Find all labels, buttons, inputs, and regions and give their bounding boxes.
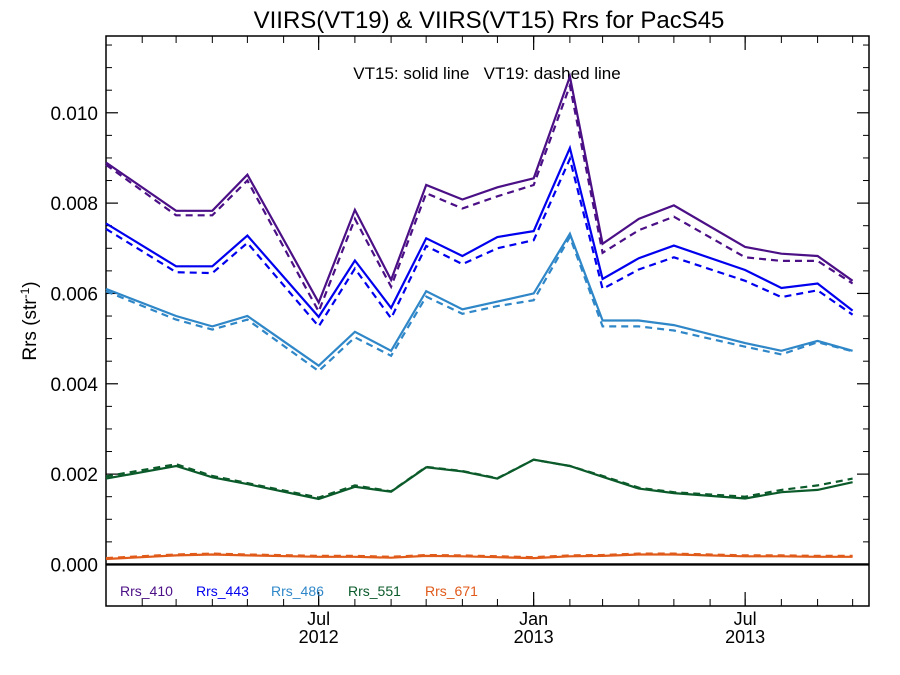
series-line-vt15-rrs_443: [105, 144, 854, 319]
y-axis-label-main: Rrs (str: [20, 298, 41, 361]
plot-frame: [105, 35, 870, 607]
y-tick-label: 0.004: [50, 375, 98, 396]
legend-entry-rrs_410: Rrs_410: [120, 583, 173, 599]
x-tick-year-label: 2012: [299, 627, 339, 647]
y-tick-label: 0.000: [50, 555, 98, 576]
x-tick-year-label: 2013: [725, 627, 765, 647]
axes: 0.0000.0020.0040.0060.0080.010Jul2012Jan…: [50, 36, 869, 647]
series-lines: [105, 72, 854, 561]
y-axis-label-close: ): [20, 281, 41, 287]
legend: Rrs_410 Rrs_443 Rrs_486 Rrs_551 Rrs_671: [120, 583, 478, 599]
x-tick-month-label: Jan: [519, 609, 548, 629]
series-line-vt15-rrs_486: [105, 231, 853, 368]
legend-entry-rrs_443: Rrs_443: [196, 583, 249, 599]
y-axis-label: Rrs (str-1): [18, 281, 41, 360]
series-line-vt19-rrs_486: [105, 234, 853, 373]
y-tick-label: 0.010: [50, 104, 98, 125]
series-line-vt15-rrs_410: [105, 72, 854, 306]
series-line-vt19-rrs_443: [105, 155, 854, 329]
series-line-vt15-rrs_551: [105, 458, 853, 501]
legend-entry-rrs_671: Rrs_671: [425, 583, 478, 599]
line-style-annotation: VT15: solid line VT19: dashed line: [353, 64, 620, 83]
series-line-vt19-rrs_410: [105, 81, 854, 315]
legend-entry-rrs_551: Rrs_551: [348, 583, 401, 599]
x-tick-year-label: 2013: [514, 627, 554, 647]
y-axis-label-superscript: -1: [18, 287, 32, 298]
y-tick-label: 0.006: [50, 284, 98, 305]
x-tick-month-label: Jul: [734, 609, 757, 629]
chart-title: VIIRS(VT19) & VIIRS(VT15) Rrs for PacS45: [254, 7, 725, 34]
legend-entry-rrs_486: Rrs_486: [271, 583, 324, 599]
series-line-vt15-rrs_671: [105, 553, 853, 561]
y-tick-label: 0.002: [50, 465, 98, 486]
y-tick-label: 0.008: [50, 194, 98, 215]
x-tick-month-label: Jul: [307, 609, 330, 629]
